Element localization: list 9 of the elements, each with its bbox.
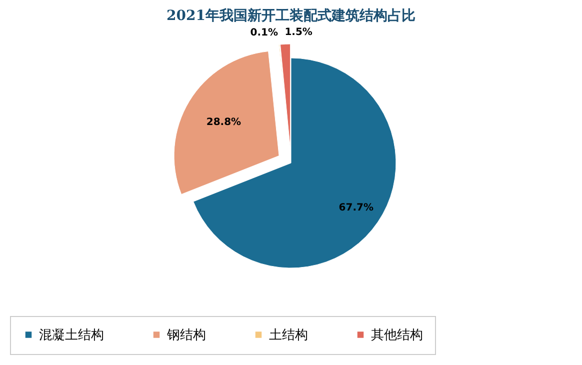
legend-label: 其他结构 — [371, 328, 423, 343]
legend-label: 混凝土结构 — [39, 328, 104, 343]
legend-label: 钢结构 — [166, 328, 206, 343]
data-label: 1.5% — [284, 27, 312, 38]
legend-label: 土结构 — [269, 328, 308, 343]
data-label: 0.1% — [250, 28, 278, 39]
chart-title: 2021年我国新开工装配式建筑结构占比 — [166, 7, 416, 24]
data-label: 28.8% — [206, 117, 242, 128]
data-label: 67.7% — [338, 202, 374, 214]
